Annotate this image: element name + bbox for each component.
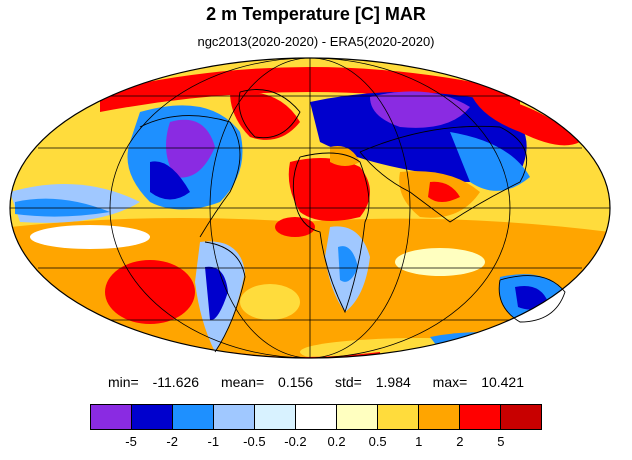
mean-label: mean= (220, 374, 265, 390)
mollweide-map (0, 52, 632, 362)
plot-title: 2 m Temperature [C] MAR (206, 4, 426, 24)
colorbar-tick-label: 0.5 (368, 434, 387, 449)
colorbar-cell (296, 405, 337, 429)
colorbar-cell (501, 405, 541, 429)
temperature-anomaly-field (10, 58, 610, 358)
colorbar-tick-label: 5 (497, 434, 505, 449)
colorbar-cell (91, 405, 132, 429)
colorbar (90, 404, 542, 430)
colorbar-cell (173, 405, 214, 429)
std-label: std= (334, 374, 362, 390)
colorbar-tick-label: 0.2 (327, 434, 346, 449)
colorbar-tick-label: -2 (166, 434, 178, 449)
colorbar-cell (378, 405, 419, 429)
colorbar-tick-label: 1 (415, 434, 423, 449)
std-value: 1.984 (375, 374, 411, 390)
mean-value: 0.156 (278, 374, 314, 390)
colorbar-tick-label: 2 (456, 434, 464, 449)
min-label: min= (107, 374, 139, 390)
colorbar-tick-label: -0.2 (284, 434, 307, 449)
statistics-line: min= -11.626 mean= 0.156 std= 1.984 max=… (0, 374, 632, 390)
min-value: -11.626 (152, 374, 200, 390)
colorbar-ticks: -5 -2 -1 -0.5 -0.2 0.2 0.5 1 2 5 (90, 434, 542, 452)
coastlines (139, 89, 566, 353)
plot-subtitle: ngc2013(2020-2020) - ERA5(2020-2020) (197, 34, 435, 49)
colorbar-cell (255, 405, 296, 429)
max-label: max= (432, 374, 468, 390)
colorbar-cell (132, 405, 173, 429)
max-stat: max= 10.421 (429, 374, 528, 390)
colorbar-tick-label: -5 (125, 434, 137, 449)
colorbar-tick-label: -1 (207, 434, 220, 449)
max-value: 10.421 (481, 374, 525, 390)
colorbar-cell (214, 405, 255, 429)
globe-outline (9, 57, 611, 359)
colorbar-tick-label: -0.5 (243, 434, 266, 449)
colorbar-cell (337, 405, 378, 429)
colorbar-cell (460, 405, 501, 429)
map-svg (9, 57, 611, 359)
std-stat: std= 1.984 (331, 374, 415, 390)
min-stat: min= -11.626 (104, 374, 203, 390)
mean-stat: mean= 0.156 (217, 374, 317, 390)
colorbar-cell (419, 405, 460, 429)
